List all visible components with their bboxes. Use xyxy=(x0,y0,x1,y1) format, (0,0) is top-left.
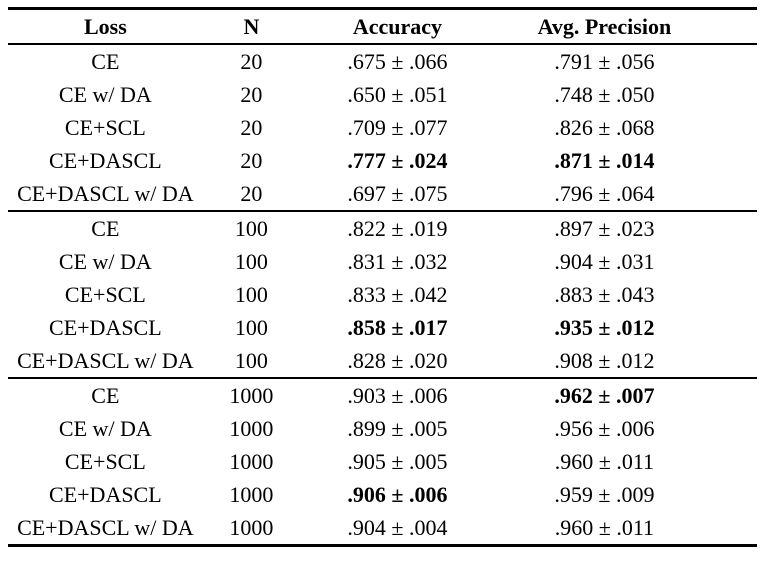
n-cell: 1000 xyxy=(229,449,274,474)
loss-cell: CE w/ DA xyxy=(58,82,152,107)
accuracy-cell: .697 ± .075 xyxy=(347,181,448,206)
n-cell: 1000 xyxy=(229,482,274,507)
precision-cell: .791 ± .056 xyxy=(554,49,655,74)
loss-cell: CE+DASCL w/ DA xyxy=(17,515,194,540)
accuracy-cell: .899 ± .005 xyxy=(347,416,448,441)
loss-cell: CE+DASCL xyxy=(49,315,162,340)
table-row: CE+DASCL 1000 .906 ± .006 .959 ± .009 xyxy=(8,478,757,511)
table-header: Loss N Accuracy Avg. Precision xyxy=(8,8,757,44)
table-row: CE w/ DA 100 .831 ± .032 .904 ± .031 xyxy=(8,245,757,278)
accuracy-cell: .650 ± .051 xyxy=(347,82,448,107)
accuracy-cell: .831 ± .032 xyxy=(347,249,448,274)
table-row: CE+SCL 100 .833 ± .042 .883 ± .043 xyxy=(8,278,757,311)
table-group-n-20: CE 20 .675 ± .066 .791 ± .056 CE w/ DA 20 .650… xyxy=(8,44,757,211)
n-cell: 1000 xyxy=(229,515,274,540)
header-row: Loss N Accuracy Avg. Precision xyxy=(8,8,757,44)
table-row: CE+DASCL w/ DA 100 .828 ± .020 .908 ± .012 xyxy=(8,344,757,378)
accuracy-cell: .906 ± .006 xyxy=(347,482,448,507)
results-table: Loss N Accuracy Avg. Precision CE 20 .675 … xyxy=(8,7,757,547)
table-row: CE w/ DA 20 .650 ± .051 .748 ± .050 xyxy=(8,78,757,111)
header-accuracy: Accuracy xyxy=(352,14,443,39)
loss-cell: CE xyxy=(91,216,120,241)
accuracy-cell: .904 ± .004 xyxy=(347,515,448,540)
loss-cell: CE+SCL xyxy=(64,282,146,307)
accuracy-cell: .903 ± .006 xyxy=(347,383,448,408)
precision-cell: .796 ± .064 xyxy=(554,181,655,206)
accuracy-cell: .822 ± .019 xyxy=(347,216,448,241)
loss-cell: CE+SCL xyxy=(64,115,146,140)
n-cell: 100 xyxy=(234,282,268,307)
table-group-n-100: CE 100 .822 ± .019 .897 ± .023 CE w/ DA 100 .8… xyxy=(8,211,757,378)
table-row: CE+SCL 20 .709 ± .077 .826 ± .068 xyxy=(8,111,757,144)
precision-cell: .883 ± .043 xyxy=(554,282,655,307)
n-cell: 1000 xyxy=(229,416,274,441)
table-row: CE+DASCL 100 .858 ± .017 .935 ± .012 xyxy=(8,311,757,344)
precision-cell: .871 ± .014 xyxy=(554,148,655,173)
n-cell: 1000 xyxy=(229,383,274,408)
precision-cell: .826 ± .068 xyxy=(554,115,655,140)
precision-cell: .956 ± .006 xyxy=(554,416,655,441)
n-cell: 20 xyxy=(240,115,263,140)
precision-cell: .904 ± .031 xyxy=(554,249,655,274)
table-row: CE 20 .675 ± .066 .791 ± .056 xyxy=(8,44,757,78)
loss-cell: CE xyxy=(91,49,120,74)
loss-cell: CE xyxy=(91,383,120,408)
precision-cell: .959 ± .009 xyxy=(554,482,655,507)
n-cell: 20 xyxy=(240,82,263,107)
header-loss: Loss xyxy=(83,14,127,39)
n-cell: 20 xyxy=(240,148,263,173)
n-cell: 20 xyxy=(240,181,263,206)
n-cell: 100 xyxy=(234,315,268,340)
table-row: CE w/ DA 1000 .899 ± .005 .956 ± .006 xyxy=(8,412,757,445)
precision-cell: .935 ± .012 xyxy=(554,315,655,340)
n-cell: 100 xyxy=(234,348,268,373)
accuracy-cell: .905 ± .005 xyxy=(347,449,448,474)
header-precision: Avg. Precision xyxy=(537,14,672,39)
precision-cell: .897 ± .023 xyxy=(554,216,655,241)
table-row: CE+DASCL 20 .777 ± .024 .871 ± .014 xyxy=(8,144,757,177)
n-cell: 20 xyxy=(240,49,263,74)
loss-cell: CE+SCL xyxy=(64,449,146,474)
accuracy-cell: .709 ± .077 xyxy=(347,115,448,140)
table-group-n-1000: CE 1000 .903 ± .006 .962 ± .007 CE w/ DA 1000… xyxy=(8,378,757,546)
n-cell: 100 xyxy=(234,249,268,274)
precision-cell: .962 ± .007 xyxy=(554,383,655,408)
precision-cell: .960 ± .011 xyxy=(554,515,655,540)
loss-cell: CE w/ DA xyxy=(58,416,152,441)
loss-cell: CE+DASCL w/ DA xyxy=(17,181,194,206)
table-row: CE 100 .822 ± .019 .897 ± .023 xyxy=(8,211,757,245)
precision-cell: .960 ± .011 xyxy=(554,449,655,474)
accuracy-cell: .828 ± .020 xyxy=(347,348,448,373)
accuracy-cell: .833 ± .042 xyxy=(347,282,448,307)
table-row: CE+DASCL w/ DA 1000 .904 ± .004 .960 ± .011 xyxy=(8,511,757,546)
accuracy-cell: .777 ± .024 xyxy=(347,148,448,173)
table-row: CE 1000 .903 ± .006 .962 ± .007 xyxy=(8,378,757,412)
loss-cell: CE+DASCL xyxy=(49,482,162,507)
precision-cell: .748 ± .050 xyxy=(554,82,655,107)
table-row: CE+DASCL w/ DA 20 .697 ± .075 .796 ± .064 xyxy=(8,177,757,211)
loss-cell: CE w/ DA xyxy=(58,249,152,274)
loss-cell: CE+DASCL w/ DA xyxy=(17,348,194,373)
precision-cell: .908 ± .012 xyxy=(554,348,655,373)
table-row: CE+SCL 1000 .905 ± .005 .960 ± .011 xyxy=(8,445,757,478)
accuracy-cell: .675 ± .066 xyxy=(347,49,448,74)
n-cell: 100 xyxy=(234,216,268,241)
loss-cell: CE+DASCL xyxy=(49,148,162,173)
header-n: N xyxy=(243,14,260,39)
accuracy-cell: .858 ± .017 xyxy=(347,315,448,340)
